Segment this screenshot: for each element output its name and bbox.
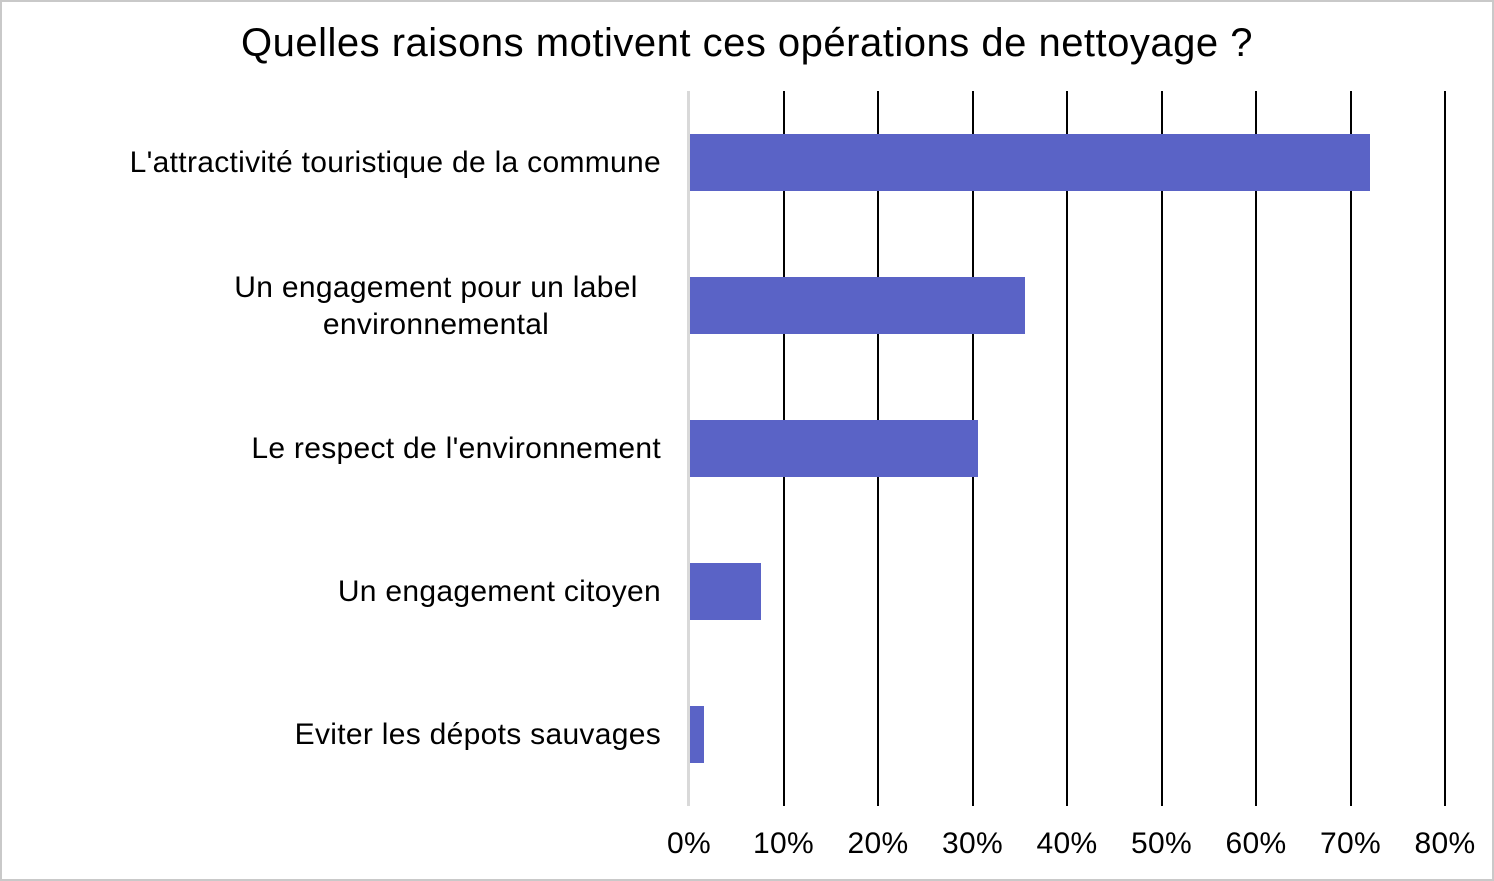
bar-4 xyxy=(690,563,761,620)
x-tick-label: 60% xyxy=(1225,827,1287,860)
bar-5 xyxy=(690,706,705,763)
plot-area xyxy=(687,91,1446,806)
category-label-row: Eviter les dépots sauvages xyxy=(2,663,689,806)
bar-2 xyxy=(690,277,1026,334)
bar-1 xyxy=(690,134,1371,191)
bar-3 xyxy=(690,420,979,477)
category-axis: L'attractivité touristique de la commune… xyxy=(2,91,689,806)
category-label: Un engagement pour un label environnemen… xyxy=(234,270,638,341)
x-tick-label: 0% xyxy=(667,827,711,860)
major-gridline xyxy=(1066,91,1068,806)
x-axis: 0% 10% 20% 30% 40% 50% 60% 70% 80% xyxy=(667,824,1475,868)
x-tick-label: 40% xyxy=(1036,827,1098,860)
major-gridline xyxy=(1255,91,1257,806)
category-label-row: L'attractivité touristique de la commune xyxy=(2,91,689,234)
value-axis-line xyxy=(687,91,690,806)
x-tick-label: 80% xyxy=(1414,827,1476,860)
chart-title: Quelles raisons motivent ces opérations … xyxy=(240,21,1254,65)
major-gridline xyxy=(1444,91,1446,806)
category-label: Eviter les dépots sauvages xyxy=(294,718,661,751)
x-tick-label: 30% xyxy=(942,827,1003,860)
category-label-row: Le respect de l'environnement xyxy=(2,377,689,520)
x-tick-label: 70% xyxy=(1320,827,1381,860)
category-label: Un engagement citoyen xyxy=(337,575,661,608)
major-gridline xyxy=(1160,91,1163,806)
category-label: L'attractivité touristique de la commune xyxy=(129,146,661,179)
x-tick-label: 50% xyxy=(1131,827,1192,860)
category-label-row: Un engagement citoyen xyxy=(2,520,689,663)
category-label: Le respect de l'environnement xyxy=(251,432,661,465)
x-tick-label: 10% xyxy=(753,827,814,860)
major-gridline xyxy=(1349,91,1352,806)
category-label-row: Un engagement pour un label environnemen… xyxy=(2,234,689,377)
x-tick-label: 20% xyxy=(847,827,909,860)
